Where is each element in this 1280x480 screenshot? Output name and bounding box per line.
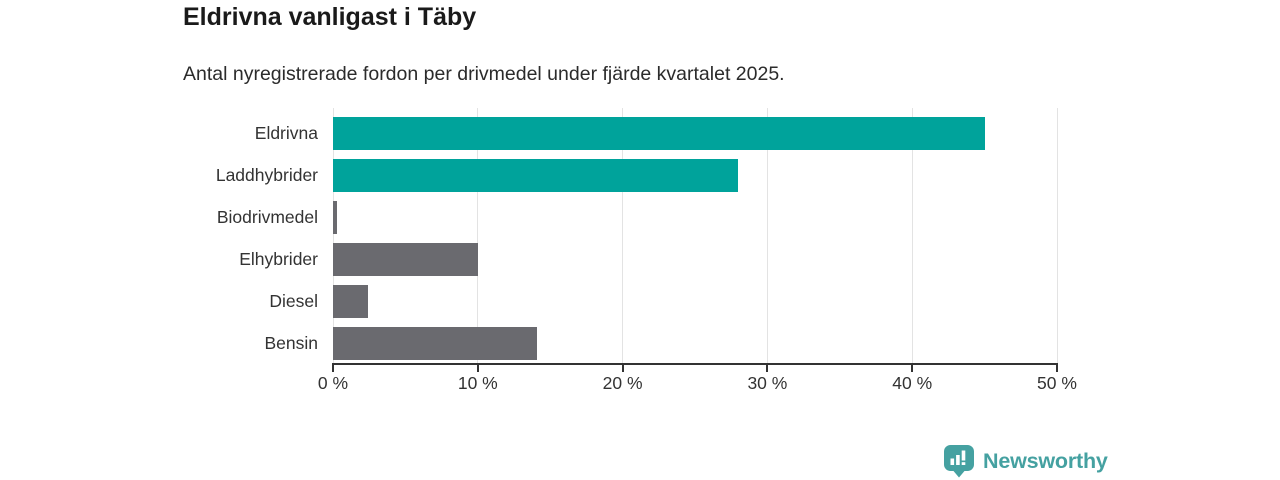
newsworthy-barchart-pin-icon [944,445,974,478]
x-axis-line [333,363,1057,365]
chart-title: Eldrivna vanligast i Täby [183,3,477,31]
category-label-eldrivna: Eldrivna [254,123,318,143]
x-tick-mark-10 [476,363,479,372]
category-label-laddhybrider: Laddhybrider [215,165,318,185]
bar-laddhybrider [333,159,739,192]
bar-biodrivmedel [333,201,338,234]
x-tick-mark-30 [766,363,769,372]
category-label-bensin: Bensin [264,333,318,353]
gridline-0 [332,108,334,363]
x-tick-label-50: 50 % [1037,373,1077,393]
category-labels: Eldrivna Laddhybrider Biodrivmedel Elhybrid… [0,0,318,480]
x-tick-label-0: 0 % [317,373,349,393]
plot-area: 0 % 10 % 20 % 30 % 40 % 50 % [318,108,1077,393]
x-tick-mark-40 [911,363,914,372]
bar-diesel [333,285,368,318]
bar-eldrivna [333,117,985,150]
gridline-30 [766,108,768,363]
bar-elhybrider [333,243,478,276]
x-tick-mark-20 [621,363,624,372]
gridline-20 [622,108,624,363]
category-label-diesel: Diesel [269,291,318,311]
chart-subtitle: Antal nyregistrerade fordon per drivmede… [183,63,785,85]
x-tick-label-20: 20 % [602,373,643,393]
gridline-40 [911,108,913,363]
x-tick-label-40: 40 % [892,373,933,393]
bar-bensin [333,327,538,360]
category-label-elhybrider: Elhybrider [239,249,318,269]
gridline-10 [477,108,479,363]
x-tick-mark-0 [332,363,334,372]
x-tick-mark-50 [1056,363,1058,372]
gridline-50 [1056,108,1058,363]
newsworthy-logo: Newsworthy [944,445,1108,478]
category-label-biodrivmedel: Biodrivmedel [216,207,318,227]
newsworthy-logo-text: Newsworthy [983,449,1108,473]
x-tick-label-10: 10 % [457,373,498,393]
x-tick-label-30: 30 % [747,373,788,393]
